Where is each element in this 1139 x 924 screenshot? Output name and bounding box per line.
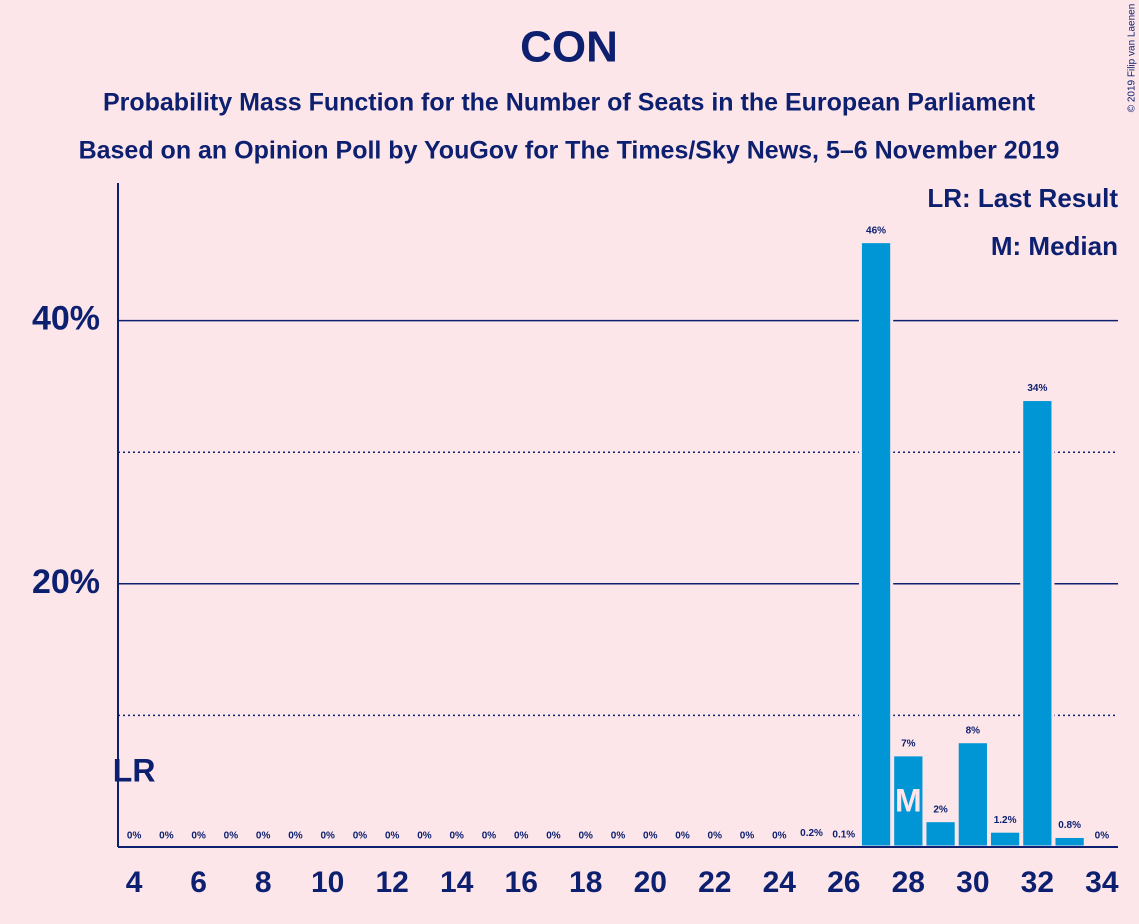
- legend-entry: LR: Last Result: [927, 183, 1118, 213]
- x-tick-label: 28: [892, 866, 925, 899]
- x-tick-label: 24: [763, 866, 797, 899]
- value-label: 0%: [191, 831, 206, 842]
- x-tick-label: 14: [440, 866, 474, 899]
- copyright: © 2019 Filip van Laenen: [1127, 4, 1138, 113]
- x-tick-label: 20: [634, 866, 667, 899]
- x-tick-label: 6: [190, 866, 207, 899]
- x-tick-label: 32: [1021, 866, 1054, 899]
- value-label: 0%: [256, 831, 271, 842]
- value-label: 0%: [127, 831, 142, 842]
- bar: [987, 829, 1023, 849]
- legend-entry: M: Median: [991, 231, 1118, 261]
- value-label: 0%: [611, 831, 626, 842]
- value-label: 0%: [772, 831, 787, 842]
- value-label: 0%: [1095, 831, 1110, 842]
- value-label: 0%: [643, 831, 658, 842]
- x-tick-label: 12: [376, 866, 409, 899]
- value-label: 0.8%: [1058, 820, 1081, 831]
- x-tick-label: 4: [126, 866, 143, 899]
- value-label: 0%: [708, 831, 723, 842]
- value-label: 0%: [740, 831, 755, 842]
- value-label: 0%: [417, 831, 432, 842]
- y-tick-label: 40%: [32, 300, 100, 338]
- value-label: 0%: [514, 831, 529, 842]
- subtitle: Based on an Opinion Poll by YouGov for T…: [79, 137, 1060, 165]
- x-tick-label: 22: [698, 866, 731, 899]
- value-label: 0%: [224, 831, 239, 842]
- value-label: 0%: [385, 831, 400, 842]
- value-label: 8%: [966, 725, 981, 736]
- x-tick-label: 34: [1085, 866, 1119, 899]
- last-result-marker: LR: [113, 752, 156, 788]
- value-label: 1.2%: [994, 815, 1017, 826]
- subtitle: Probability Mass Function for the Number…: [103, 89, 1036, 117]
- bar: [1052, 834, 1087, 849]
- value-label: 0%: [546, 831, 561, 842]
- value-label: 46%: [866, 225, 886, 236]
- bar: [923, 819, 958, 849]
- value-label: 0.1%: [832, 829, 855, 840]
- value-label: 34%: [1027, 383, 1047, 394]
- x-tick-label: 10: [311, 866, 344, 899]
- bar: [858, 240, 894, 849]
- x-tick-label: 30: [956, 866, 989, 899]
- value-label: 0%: [159, 831, 174, 842]
- median-marker: M: [895, 782, 922, 818]
- x-tick-label: 18: [569, 866, 602, 899]
- value-label: 0%: [449, 831, 464, 842]
- value-label: 0.2%: [800, 828, 823, 839]
- bar: [955, 740, 990, 849]
- value-label: 0%: [288, 831, 303, 842]
- value-label: 7%: [901, 739, 916, 750]
- value-label: 0%: [320, 831, 335, 842]
- value-label: 0%: [482, 831, 497, 842]
- x-tick-label: 16: [505, 866, 538, 899]
- x-tick-label: 8: [255, 866, 272, 899]
- value-label: 2%: [933, 804, 948, 815]
- chart-title: CON: [520, 23, 618, 72]
- y-tick-label: 20%: [32, 563, 100, 601]
- bar: [1020, 398, 1055, 849]
- value-label: 0%: [579, 831, 594, 842]
- value-label: 0%: [353, 831, 368, 842]
- x-tick-label: 26: [827, 866, 860, 899]
- value-label: 0%: [675, 831, 690, 842]
